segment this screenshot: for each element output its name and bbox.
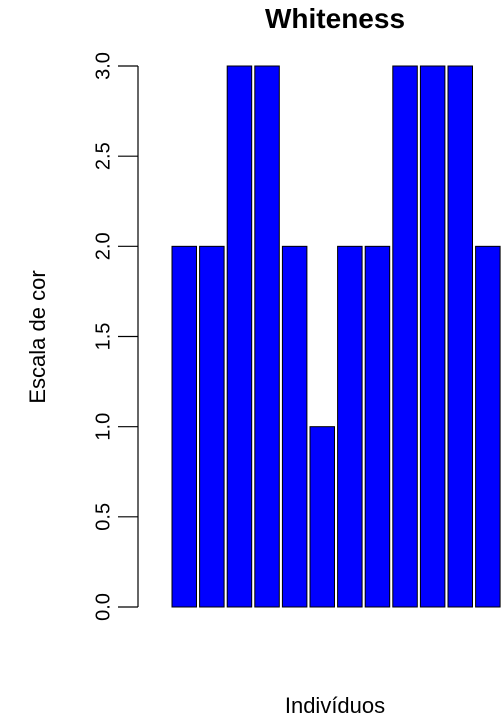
x-axis-label: Indivíduos [285,693,385,718]
y-tick-label: 2.5 [92,142,114,170]
y-tick-label: 0.5 [92,503,114,531]
bar [254,65,280,608]
bar [226,65,253,608]
chart-title: Whiteness [265,3,405,34]
y-tick-label: 1.5 [92,323,114,351]
bar [364,245,391,608]
bar [447,65,473,608]
y-tick-label: 3.0 [92,52,114,80]
y-axis-label: Escala de cor [25,270,50,403]
bar [309,426,335,608]
bar [171,245,197,608]
y-axis: 0.0 0.5 1.0 1.5 2.0 2.5 3.0 [92,52,139,621]
y-tick-label: 0.0 [92,593,114,621]
bar [392,65,418,608]
bars [171,65,501,608]
bar [475,245,501,608]
bar [281,245,308,608]
bar [199,245,225,608]
y-tick-label: 1.0 [92,413,114,441]
bar [419,65,446,608]
bar [337,245,363,608]
y-tick-label: 2.0 [92,232,114,260]
